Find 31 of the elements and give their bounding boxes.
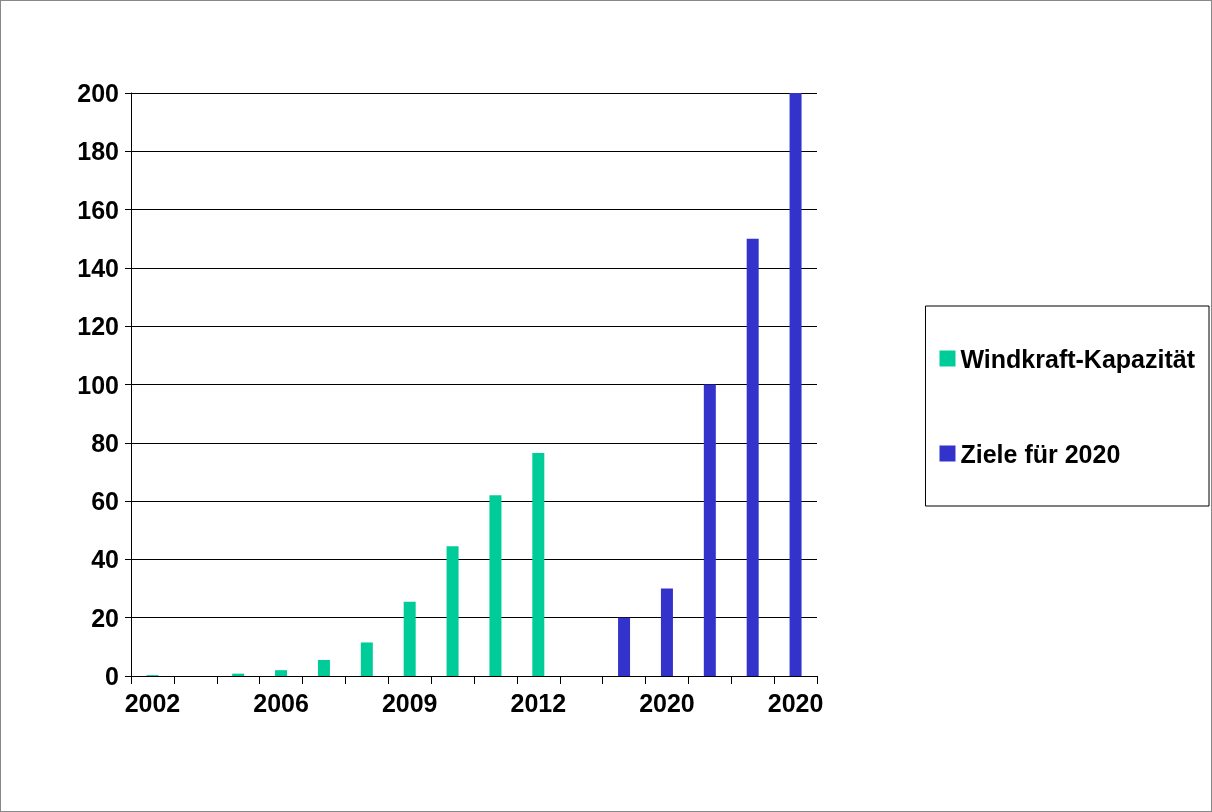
y-tick-label: 0	[105, 662, 119, 690]
bar	[660, 588, 673, 676]
x-tick-label: 2020	[767, 688, 824, 717]
bar	[403, 601, 416, 676]
y-tick-label: 120	[77, 312, 119, 341]
y-tick-label: 140	[77, 253, 119, 282]
y-tick-label: 20	[91, 603, 119, 632]
bar	[360, 642, 373, 676]
y-tick-label: 180	[77, 137, 119, 166]
bar	[746, 238, 759, 676]
x-tick-label: 2002	[124, 688, 181, 717]
bar	[618, 617, 631, 676]
bar	[789, 93, 802, 676]
x-tick-label: 2009	[381, 688, 438, 717]
x-tick-label: 2006	[253, 688, 309, 717]
y-tick-label: 40	[91, 545, 119, 574]
bar	[703, 384, 716, 676]
bar	[275, 670, 288, 676]
bar	[446, 546, 459, 676]
y-tick-label: 80	[91, 428, 119, 457]
y-tick-label: 160	[77, 195, 119, 224]
legend-label: Ziele für 2020	[960, 439, 1121, 468]
y-tick-label: 100	[77, 370, 119, 399]
legend-label: Windkraft-Kapazität	[960, 344, 1196, 373]
y-tick-label: 200	[77, 79, 119, 107]
bar	[317, 659, 330, 676]
bar	[489, 495, 502, 676]
x-tick-label: 2012	[510, 688, 567, 717]
bar	[532, 453, 545, 676]
x-tick-label: 2020	[639, 688, 695, 717]
y-tick-label: 60	[91, 487, 119, 516]
